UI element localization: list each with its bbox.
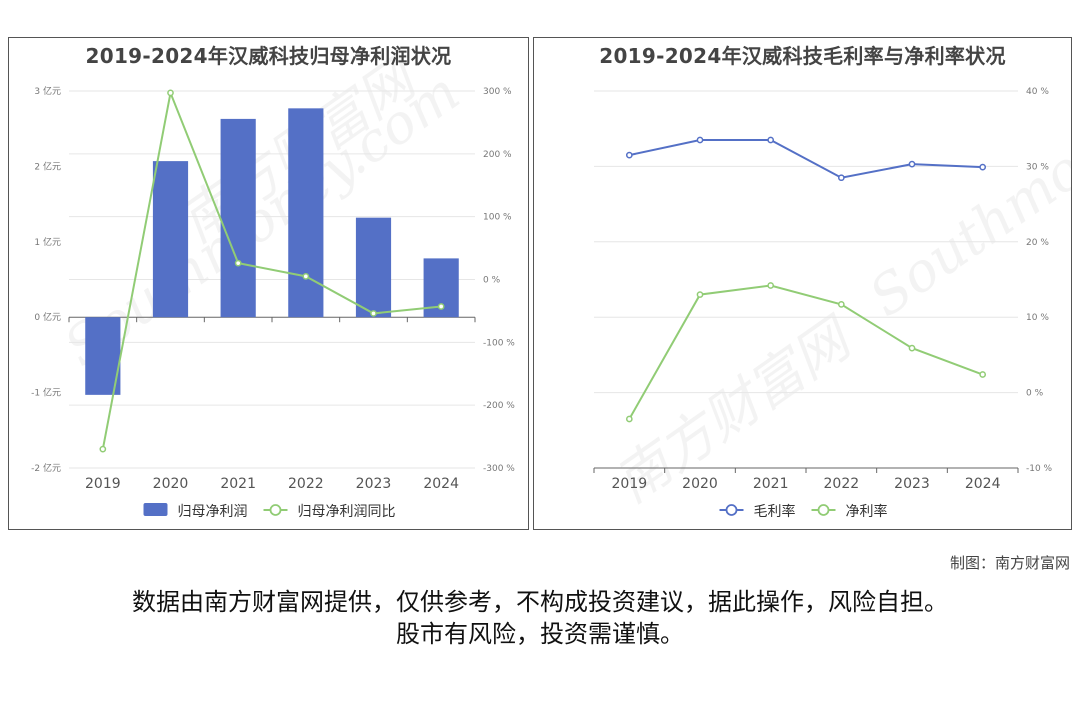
y-tick-label-left: -2 亿元 — [31, 462, 61, 474]
y-tick-label-left: 1 亿元 — [34, 236, 61, 248]
legend-swatch — [817, 504, 830, 516]
disclaimer-line-2: 股市有风险，投资需谨慎。 — [396, 620, 684, 648]
y-tick-label-right: 300 % — [483, 87, 512, 97]
y-tick-label-right: 20 % — [1026, 238, 1049, 248]
bar — [220, 118, 256, 318]
data-point — [696, 136, 704, 144]
y-tick-label-right: 40 % — [1026, 87, 1049, 97]
bar — [85, 317, 121, 395]
data-point — [908, 344, 916, 352]
data-point — [99, 445, 107, 453]
x-tick-label: 2024 — [423, 476, 459, 492]
net-profit-chart-panel: Southmoney.com 南方财富网 2019-2024年汉威科技归母净利润… — [8, 37, 529, 530]
data-point — [767, 136, 775, 144]
legend-label: 毛利率 — [754, 503, 796, 520]
x-tick-label: 2024 — [965, 476, 1001, 492]
x-tick-label: 2022 — [288, 476, 324, 492]
y-tick-label-left: 2 亿元 — [34, 160, 61, 172]
x-tick-label: 2021 — [753, 476, 789, 492]
y-tick-label-right: -300 % — [483, 464, 515, 474]
margin-chart-panel: 南方财富网 Southmoney.com 2019-2024年汉威科技毛利率与净… — [533, 37, 1072, 530]
data-point — [837, 174, 845, 182]
margin-chart: -10 % 0 % 10 % 20 % 30 % 40 % 2019 2020 2021 2022… — [593, 87, 1053, 520]
bar — [288, 108, 324, 318]
series-line — [101, 89, 442, 450]
y-tick-label-right: -100 % — [483, 338, 515, 348]
data-point — [167, 89, 174, 97]
y-tick-label-right: -200 % — [483, 401, 515, 411]
disclaimer-line-1: 数据由南方财富网提供，仅供参考，不构成投资建议，据此操作，风险自担。 — [132, 588, 948, 616]
chart-title: 2019-2024年汉威科技毛利率与净利率状况 — [599, 44, 1006, 68]
data-point — [979, 371, 987, 378]
chart-title: 2019-2024年汉威科技归母净利润状况 — [85, 44, 452, 68]
legend-swatch — [269, 504, 282, 516]
y-tick-label-right: 200 % — [483, 150, 512, 160]
y-tick-label-right: 0 % — [1026, 389, 1044, 399]
x-tick-label: 2020 — [153, 476, 189, 492]
y-tick-label-right: 100 % — [483, 213, 512, 223]
data-point — [696, 291, 704, 298]
x-tick-label: 2019 — [612, 476, 648, 492]
legend-label: 归母净利润同比 — [298, 503, 396, 520]
legend-swatch — [143, 503, 168, 516]
series-line — [628, 284, 984, 420]
net-profit-chart: -300 % -200 % -100 % 0 % 100 % 200 % 300 % -2 亿… — [31, 85, 515, 520]
data-point — [625, 415, 633, 423]
series-line — [629, 139, 983, 179]
bar — [152, 161, 189, 318]
data-point — [625, 151, 633, 159]
data-point — [302, 273, 310, 280]
y-tick-label-left: -1 亿元 — [31, 387, 61, 399]
y-tick-label-right: 30 % — [1026, 162, 1049, 172]
data-point — [837, 301, 845, 308]
data-point — [908, 160, 916, 168]
y-tick-label-right: 0 % — [483, 276, 501, 286]
y-tick-label-right: 10 % — [1026, 313, 1049, 323]
legend-swatch — [725, 504, 738, 516]
data-point — [979, 163, 987, 171]
y-tick-label-left: 0 亿元 — [34, 311, 61, 323]
data-point — [767, 282, 775, 289]
chart-credit: 制图：南方财富网 — [949, 554, 1070, 572]
x-tick-label: 2020 — [682, 476, 718, 492]
x-tick-label: 2023 — [356, 476, 392, 492]
data-point — [437, 303, 445, 310]
x-tick-label: 2019 — [85, 476, 121, 492]
legend-label: 净利率 — [846, 503, 888, 520]
y-tick-label-right: -10 % — [1026, 464, 1053, 474]
y-tick-label-left: 3 亿元 — [34, 85, 61, 97]
bar — [355, 217, 392, 318]
legend-label: 归母净利润 — [178, 503, 248, 520]
data-point — [370, 310, 377, 317]
x-tick-label: 2023 — [894, 476, 930, 492]
x-tick-label: 2021 — [220, 476, 256, 492]
data-point — [234, 259, 242, 267]
x-tick-label: 2022 — [824, 476, 860, 492]
